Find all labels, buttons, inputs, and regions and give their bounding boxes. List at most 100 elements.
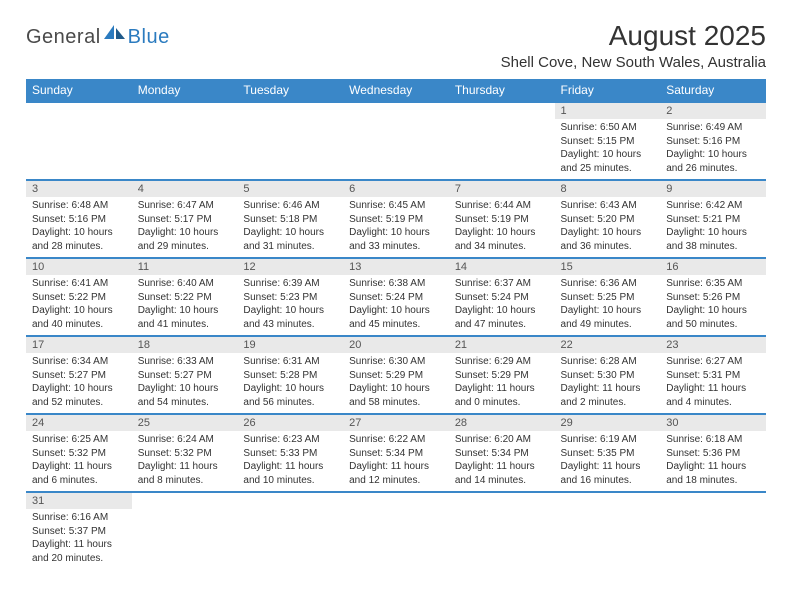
sunrise-label: Sunrise: [32, 278, 69, 289]
sunrise-value: 6:16 AM [71, 512, 108, 523]
daylight-label: Daylight: [243, 227, 282, 238]
daylight-label: Daylight: [561, 149, 600, 160]
calendar-day-cell: 7Sunrise: 6:44 AMSunset: 5:19 PMDaylight… [449, 180, 555, 258]
calendar-day-cell: 25Sunrise: 6:24 AMSunset: 5:32 PMDayligh… [132, 414, 238, 492]
calendar-day-cell: 3Sunrise: 6:48 AMSunset: 5:16 PMDaylight… [26, 180, 132, 258]
day-number: 8 [555, 181, 661, 197]
sunrise-value: 6:28 AM [600, 356, 637, 367]
sunset-value: 5:36 PM [703, 448, 740, 459]
sunrise-value: 6:45 AM [389, 200, 426, 211]
day-body: Sunrise: 6:38 AMSunset: 5:24 PMDaylight:… [343, 275, 449, 335]
sunset-label: Sunset: [561, 448, 595, 459]
sunrise-value: 6:36 AM [600, 278, 637, 289]
sunset-label: Sunset: [561, 214, 595, 225]
calendar-day-cell: 27Sunrise: 6:22 AMSunset: 5:34 PMDayligh… [343, 414, 449, 492]
sunset-value: 5:17 PM [174, 214, 211, 225]
sunset-label: Sunset: [32, 214, 66, 225]
calendar-day-cell: 2Sunrise: 6:49 AMSunset: 5:16 PMDaylight… [660, 102, 766, 180]
daylight-label: Daylight: [349, 305, 388, 316]
sunrise-label: Sunrise: [666, 356, 703, 367]
sunrise-value: 6:25 AM [71, 434, 108, 445]
sunrise-value: 6:34 AM [71, 356, 108, 367]
daylight-label: Daylight: [138, 461, 177, 472]
day-number: 28 [449, 415, 555, 431]
sunrise-label: Sunrise: [455, 434, 492, 445]
daylight-label: Daylight: [666, 305, 705, 316]
day-body: Sunrise: 6:18 AMSunset: 5:36 PMDaylight:… [660, 431, 766, 491]
daylight-label: Daylight: [666, 227, 705, 238]
sunrise-value: 6:41 AM [71, 278, 108, 289]
day-body: Sunrise: 6:20 AMSunset: 5:34 PMDaylight:… [449, 431, 555, 491]
sunrise-value: 6:23 AM [283, 434, 320, 445]
sunrise-label: Sunrise: [561, 122, 598, 133]
day-body: Sunrise: 6:39 AMSunset: 5:23 PMDaylight:… [237, 275, 343, 335]
day-number-empty [449, 493, 555, 509]
sunrise-value: 6:44 AM [494, 200, 531, 211]
sunrise-value: 6:48 AM [71, 200, 108, 211]
calendar-day-cell [555, 492, 661, 569]
sunset-value: 5:32 PM [174, 448, 211, 459]
logo: General Blue [26, 26, 170, 49]
sunrise-label: Sunrise: [666, 122, 703, 133]
day-number-empty [237, 103, 343, 119]
sunset-label: Sunset: [32, 292, 66, 303]
calendar-day-cell: 9Sunrise: 6:42 AMSunset: 5:21 PMDaylight… [660, 180, 766, 258]
calendar-day-cell [449, 102, 555, 180]
weekday-header: Saturday [660, 79, 766, 102]
sunrise-value: 6:46 AM [283, 200, 320, 211]
daylight-label: Daylight: [243, 383, 282, 394]
day-number: 9 [660, 181, 766, 197]
calendar-day-cell [132, 102, 238, 180]
day-number: 14 [449, 259, 555, 275]
logo-sail-icon [103, 24, 127, 40]
day-number-empty [449, 103, 555, 119]
day-number-empty [555, 493, 661, 509]
day-number: 1 [555, 103, 661, 119]
sunrise-label: Sunrise: [138, 434, 175, 445]
day-number: 24 [26, 415, 132, 431]
calendar-day-cell: 31Sunrise: 6:16 AMSunset: 5:37 PMDayligh… [26, 492, 132, 569]
sunrise-label: Sunrise: [32, 356, 69, 367]
calendar-day-cell [449, 492, 555, 569]
sunset-value: 5:28 PM [280, 370, 317, 381]
calendar-week-row: 24 Sunrise: 6:25 AM Sunset: 5:32 PM Dayligh… [26, 414, 766, 492]
daylight-label: Daylight: [138, 227, 177, 238]
weekday-header: Sunday [26, 79, 132, 102]
page-subtitle: Shell Cove, New South Wales, Australia [501, 54, 766, 71]
daylight-label: Daylight: [666, 383, 705, 394]
daylight-label: Daylight: [32, 305, 71, 316]
day-number: 4 [132, 181, 238, 197]
calendar-week-row: 17Sunrise: 6:34 AMSunset: 5:27 PMDayligh… [26, 336, 766, 414]
daylight-label: Daylight: [349, 227, 388, 238]
sunrise-value: 6:30 AM [389, 356, 426, 367]
sunrise-label: Sunrise: [32, 200, 69, 211]
day-number-empty [237, 493, 343, 509]
daylight-label: Daylight: [561, 461, 600, 472]
sunrise-value: 6:18 AM [706, 434, 743, 445]
sunrise-value: 6:38 AM [389, 278, 426, 289]
sunrise-label: Sunrise: [561, 356, 598, 367]
sunset-value: 5:22 PM [69, 292, 106, 303]
day-number-empty [132, 493, 238, 509]
day-number: 25 [132, 415, 238, 431]
sunrise-label: Sunrise: [138, 200, 175, 211]
sunset-label: Sunset: [666, 292, 700, 303]
day-body: Sunrise: 6:42 AMSunset: 5:21 PMDaylight:… [660, 197, 766, 257]
sunrise-value: 6:33 AM [177, 356, 214, 367]
sunset-value: 5:34 PM [492, 448, 529, 459]
sunrise-value: 6:42 AM [706, 200, 743, 211]
sunrise-label: Sunrise: [666, 278, 703, 289]
daylight-label: Daylight: [243, 461, 282, 472]
sunset-label: Sunset: [243, 370, 277, 381]
sunset-value: 5:25 PM [597, 292, 634, 303]
sunset-value: 5:32 PM [69, 448, 106, 459]
sunset-label: Sunset: [32, 448, 66, 459]
sunrise-label: Sunrise: [243, 278, 280, 289]
calendar-day-cell: 5Sunrise: 6:46 AMSunset: 5:18 PMDaylight… [237, 180, 343, 258]
day-body: Sunrise: 6:49 AMSunset: 5:16 PMDaylight:… [660, 119, 766, 179]
sunset-value: 5:15 PM [597, 136, 634, 147]
weekday-header: Thursday [449, 79, 555, 102]
sunset-value: 5:37 PM [69, 526, 106, 537]
day-body-empty [449, 509, 555, 559]
daylight-label: Daylight: [243, 305, 282, 316]
